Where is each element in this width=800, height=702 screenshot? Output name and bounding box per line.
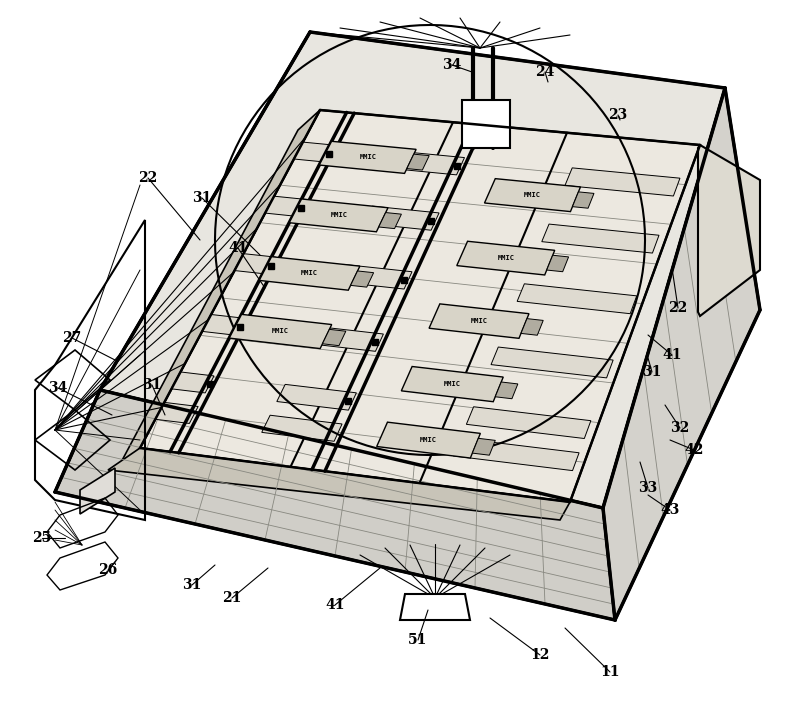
Text: 27: 27 — [62, 331, 82, 345]
Polygon shape — [234, 253, 275, 274]
Polygon shape — [265, 196, 306, 216]
Text: 33: 33 — [638, 481, 658, 495]
Polygon shape — [100, 32, 725, 508]
Polygon shape — [565, 168, 680, 196]
Text: MMIC: MMIC — [524, 192, 541, 198]
Polygon shape — [319, 141, 416, 173]
Polygon shape — [294, 142, 334, 162]
Polygon shape — [573, 192, 594, 208]
Text: MMIC: MMIC — [359, 154, 376, 160]
Text: 11: 11 — [600, 665, 620, 679]
Text: 21: 21 — [222, 591, 242, 605]
Polygon shape — [277, 385, 356, 410]
Polygon shape — [402, 366, 503, 402]
Polygon shape — [378, 213, 402, 229]
Polygon shape — [262, 415, 342, 442]
Text: 26: 26 — [98, 563, 118, 577]
Polygon shape — [390, 152, 465, 175]
Polygon shape — [306, 326, 383, 351]
Text: 41: 41 — [662, 348, 682, 362]
Polygon shape — [457, 241, 554, 275]
Polygon shape — [400, 594, 470, 620]
Text: 41: 41 — [326, 598, 345, 612]
Text: 22: 22 — [138, 171, 158, 185]
Polygon shape — [466, 406, 591, 439]
Text: 34: 34 — [48, 381, 68, 395]
Polygon shape — [485, 178, 581, 211]
Text: MMIC: MMIC — [330, 212, 347, 218]
Polygon shape — [546, 256, 569, 272]
Polygon shape — [118, 110, 320, 468]
Text: 31: 31 — [642, 365, 662, 379]
Text: MMIC: MMIC — [444, 381, 461, 387]
Polygon shape — [462, 100, 510, 148]
Text: 12: 12 — [530, 648, 550, 662]
Text: 34: 34 — [442, 58, 462, 72]
Polygon shape — [491, 347, 613, 378]
Polygon shape — [55, 390, 615, 620]
Text: 51: 51 — [408, 633, 428, 647]
Text: 41: 41 — [228, 241, 248, 255]
Polygon shape — [140, 110, 700, 502]
Text: 31: 31 — [192, 191, 212, 205]
Text: MMIC: MMIC — [420, 437, 438, 443]
Polygon shape — [517, 284, 637, 314]
Text: 31: 31 — [142, 378, 162, 392]
Polygon shape — [495, 382, 518, 399]
Polygon shape — [171, 372, 214, 393]
Text: 31: 31 — [182, 578, 202, 592]
Polygon shape — [155, 402, 198, 423]
Polygon shape — [407, 154, 430, 170]
Text: MMIC: MMIC — [302, 270, 318, 277]
Polygon shape — [335, 265, 412, 289]
Polygon shape — [350, 271, 374, 287]
Text: 42: 42 — [684, 443, 704, 457]
Polygon shape — [429, 304, 529, 338]
Polygon shape — [454, 438, 579, 470]
Polygon shape — [698, 145, 760, 316]
Polygon shape — [603, 88, 760, 620]
Polygon shape — [377, 422, 480, 458]
Text: MMIC: MMIC — [272, 329, 289, 334]
Polygon shape — [80, 468, 115, 514]
Polygon shape — [322, 329, 346, 345]
Polygon shape — [542, 224, 659, 253]
Polygon shape — [230, 314, 332, 349]
Polygon shape — [472, 438, 495, 455]
Polygon shape — [259, 257, 360, 290]
Polygon shape — [108, 448, 570, 520]
Text: MMIC: MMIC — [498, 255, 514, 261]
Polygon shape — [364, 206, 439, 230]
Text: 43: 43 — [660, 503, 680, 517]
Polygon shape — [202, 314, 244, 335]
Polygon shape — [521, 319, 543, 336]
Text: MMIC: MMIC — [470, 318, 488, 324]
Text: 32: 32 — [670, 421, 690, 435]
Text: 24: 24 — [535, 65, 554, 79]
Polygon shape — [290, 199, 388, 232]
Text: 22: 22 — [668, 301, 688, 315]
Text: 23: 23 — [608, 108, 628, 122]
Text: 25: 25 — [32, 531, 52, 545]
